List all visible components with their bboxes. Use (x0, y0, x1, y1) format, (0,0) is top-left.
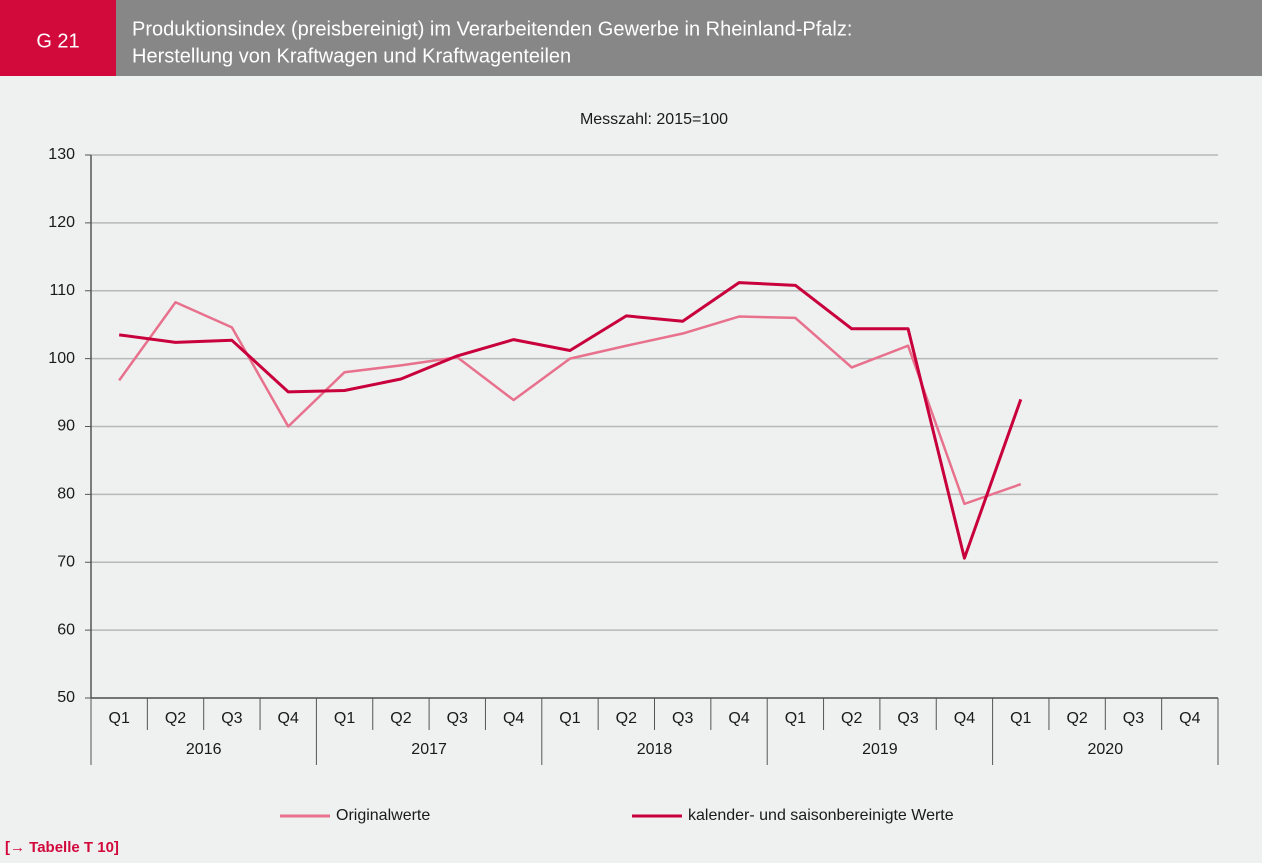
title-line: Produktionsindex (preisbereinigt) im Ver… (132, 18, 852, 40)
x-tick-label: Q3 (672, 710, 693, 727)
group-label: 2016 (186, 741, 222, 758)
x-tick-label: Q4 (503, 710, 524, 727)
badge: G 21 (36, 30, 79, 52)
group-label: 2017 (411, 741, 447, 758)
x-tick-label: Q2 (165, 710, 186, 727)
x-tick-label: Q4 (1179, 710, 1200, 727)
x-tick-label: Q1 (109, 710, 130, 727)
table-link[interactable]: [→ Tabelle T 10] (5, 839, 119, 856)
badge-box (0, 0, 116, 76)
y-tick-label: 110 (49, 282, 75, 299)
legend-label: kalender- und saisonbereinigte Werte (688, 807, 954, 824)
x-tick-label: Q3 (221, 710, 242, 727)
y-tick-label: 120 (48, 214, 75, 231)
y-tick-label: 60 (57, 621, 75, 638)
group-label: 2019 (862, 741, 898, 758)
x-tick-label: Q1 (1010, 710, 1031, 727)
x-tick-label: Q2 (1066, 710, 1087, 727)
x-tick-label: Q2 (390, 710, 411, 727)
x-tick-label: Q1 (559, 710, 580, 727)
x-tick-label: Q3 (447, 710, 468, 727)
subtitle: Messzahl: 2015=100 (580, 111, 728, 128)
y-tick-label: 80 (57, 486, 75, 503)
y-tick-label: 50 (57, 689, 75, 706)
x-tick-label: Q4 (954, 710, 975, 727)
y-tick-label: 90 (57, 418, 75, 435)
header-bar (0, 0, 1262, 76)
group-label: 2018 (637, 741, 673, 758)
x-tick-label: Q2 (841, 710, 862, 727)
x-tick-label: Q4 (278, 710, 299, 727)
x-tick-label: Q2 (616, 710, 637, 727)
x-tick-label: Q1 (334, 710, 355, 727)
y-tick-label: 70 (57, 553, 75, 570)
x-tick-label: Q3 (1123, 710, 1144, 727)
series-line (118, 281, 1023, 560)
series-line (118, 301, 1022, 506)
title-line: Herstellung von Kraftwagen und Kraftwage… (132, 45, 571, 67)
group-label: 2020 (1088, 741, 1124, 758)
y-tick-label: 100 (48, 350, 75, 367)
x-tick-label: Q3 (897, 710, 918, 727)
y-tick-label: 130 (48, 146, 75, 163)
legend-label: Originalwerte (336, 807, 430, 824)
x-tick-label: Q4 (728, 710, 749, 727)
x-tick-label: Q1 (785, 710, 806, 727)
